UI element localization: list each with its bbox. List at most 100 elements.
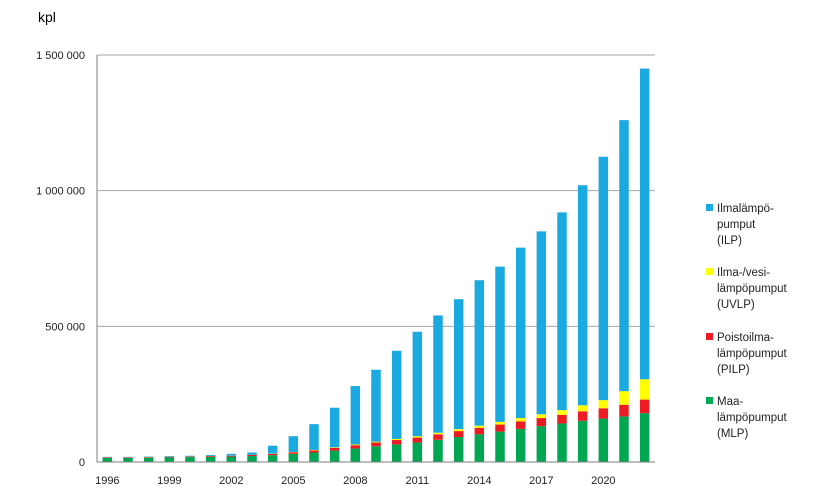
bar-segment [557, 212, 567, 411]
bar-segment [391, 350, 402, 439]
bar-segment [495, 266, 505, 422]
bar-segment [412, 437, 423, 443]
bar-segment [350, 386, 361, 445]
y-tick-label: 1 500 000 [36, 50, 85, 62]
x-tick-label: 2011 [406, 475, 430, 487]
bar-segment [226, 455, 237, 457]
bar-segment [433, 439, 443, 462]
legend-entry-text: Ilma-/vesi- [717, 267, 770, 279]
legend: Ilmalämpö-pumput (ILP) Ilma-/vesi-lämpöpum… [706, 203, 787, 440]
bar-segment [371, 369, 381, 442]
legend-entry-text: Ilmalämpö- [717, 203, 774, 215]
legend-entry-text: lämpöpumput [717, 348, 787, 360]
x-tick-label: 1999 [157, 475, 181, 487]
bar-segment [433, 434, 443, 440]
bar-segment [536, 426, 547, 462]
bar-segment [577, 405, 588, 412]
bar-segment [619, 120, 629, 392]
bar-segment [474, 434, 485, 462]
bar-segment [598, 156, 609, 401]
bar-segment [536, 414, 547, 419]
bar-segment [102, 457, 113, 462]
bar-segment [453, 431, 464, 438]
legend-swatch [706, 204, 713, 211]
bar-segment [391, 438, 402, 441]
legend-entry-text: (PILP) [717, 364, 750, 376]
bar-segment [309, 450, 319, 453]
bar-segment [329, 447, 340, 448]
bar-segment [453, 299, 464, 430]
bar-segment [557, 414, 567, 424]
bar-segment [309, 452, 319, 462]
bar-segment [329, 407, 340, 448]
x-tick-label: 2005 [281, 475, 305, 487]
bar-segment [515, 418, 526, 422]
bar-segment [433, 432, 443, 435]
bar-segment [495, 424, 505, 432]
bar-segment [226, 456, 237, 462]
bar-segment [557, 423, 567, 462]
legend-entry-text: (ILP) [717, 235, 742, 247]
y-tick-label: 500 000 [45, 321, 85, 333]
x-tick-label: 2002 [219, 475, 243, 487]
bar-segment [371, 441, 381, 443]
bar-segment [102, 457, 113, 458]
bar-segment [247, 454, 257, 457]
bar-segment [412, 436, 423, 438]
y-tick-label: 1 000 000 [36, 186, 85, 198]
bar-segment [185, 455, 195, 457]
bar-segment [247, 452, 257, 455]
bar-segment [577, 420, 588, 462]
bar-segment [143, 457, 154, 458]
bar-segment [371, 442, 381, 447]
bar-segment [185, 457, 195, 462]
bar-segment [267, 455, 278, 462]
bar-segment [619, 404, 629, 417]
x-tick-label: 2008 [343, 475, 367, 487]
bar-segment [371, 446, 381, 462]
bar-segment [598, 408, 609, 419]
x-tick-label: 2014 [467, 475, 491, 487]
bar-segment [267, 445, 278, 454]
bar-segment [329, 450, 340, 462]
bar-segment [639, 399, 650, 414]
bar-segment [639, 68, 650, 380]
bar-segment [288, 436, 299, 452]
bar-segment [164, 456, 175, 457]
legend-entry-text: pumput [717, 219, 756, 231]
bar-segment [639, 379, 650, 400]
bar-segment [619, 391, 629, 405]
bar-segment [557, 410, 567, 415]
legend-entry-text: (UVLP) [717, 299, 755, 311]
x-tick-label: 2017 [529, 475, 553, 487]
bar-segment [536, 231, 547, 415]
bar-segment [598, 400, 609, 409]
bar-segment [288, 453, 299, 462]
bar-segment [515, 428, 526, 462]
bar-segment [453, 429, 464, 432]
bar-segment [639, 413, 650, 462]
bar-segment [495, 431, 505, 462]
y-axis-label: kpl [38, 9, 56, 25]
bar-segment [598, 418, 609, 462]
legend-entry-text: Maa- [717, 396, 743, 408]
bar-segment [453, 437, 464, 462]
legend-entry-text: (MLP) [717, 428, 748, 440]
bar-segment [495, 421, 505, 425]
bar-segment [350, 448, 361, 462]
bar-segment [309, 424, 319, 450]
legend-swatch [706, 333, 713, 340]
legend-swatch [706, 268, 713, 275]
y-tick-label: 0 [79, 457, 85, 469]
bar-segment [123, 457, 133, 458]
bar-segment [433, 315, 443, 433]
bar-segment [205, 454, 216, 456]
bar-segment [123, 457, 133, 462]
x-tick-label: 1996 [95, 475, 119, 487]
bar-segment [226, 453, 237, 456]
bar-segment [164, 456, 175, 458]
bar-segment [474, 427, 485, 435]
bars [102, 68, 650, 462]
bar-segment [391, 444, 402, 462]
bar-segment [619, 416, 629, 462]
